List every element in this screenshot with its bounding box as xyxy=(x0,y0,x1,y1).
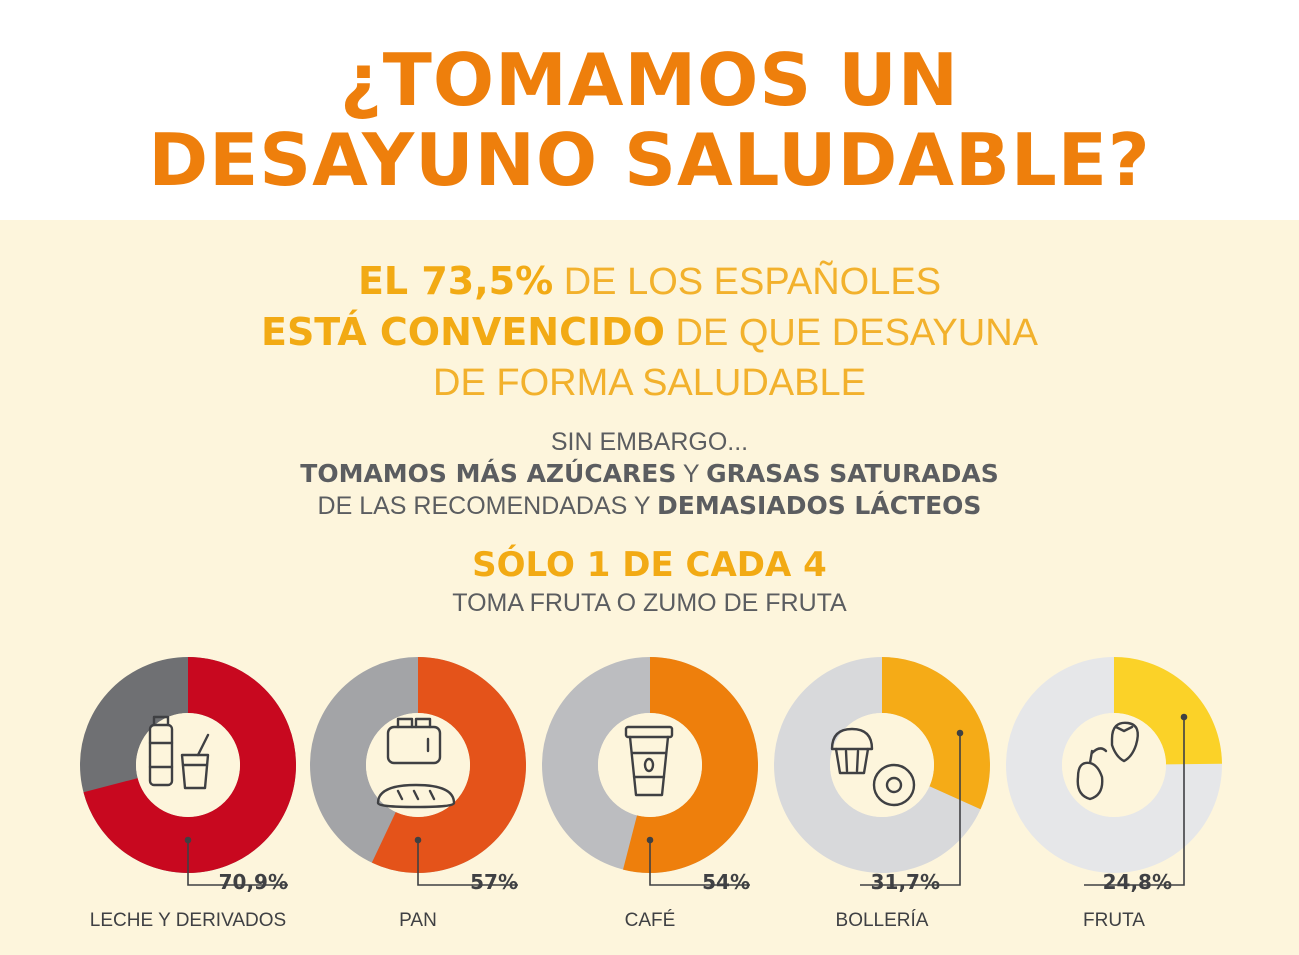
coffee-cup-icon xyxy=(624,725,674,797)
donut-fruit-value-arc xyxy=(1006,657,1222,873)
milk-category-label: LECHE Y DERIVADOS xyxy=(89,910,287,931)
milk-value-label: 70,9% xyxy=(218,870,288,894)
fruit-label-leader xyxy=(1084,713,1188,886)
donut-milk-svg xyxy=(80,657,296,886)
fruit-value-label: 24,8% xyxy=(1102,870,1172,894)
fats-highlight: GRASAS SATURADAS xyxy=(706,459,999,488)
lead-line-2-text: DE QUE DESAYUNA xyxy=(664,312,1039,354)
fruit-fact-subline: TOMA FRUTA O ZUMO DE FRUTA xyxy=(452,589,847,617)
however-statement: SIN EMBARGO... TOMAMOS MÁS AZÚCARES Y GR… xyxy=(0,426,1299,522)
however-line-3: DE LAS RECOMENDADAS Y DEMASIADOS LÁCTEOS xyxy=(0,490,1299,522)
donut-pastries-hole xyxy=(830,713,934,817)
donut-chart-bread: 57% PAN xyxy=(298,645,538,955)
apple-strawberry-icon xyxy=(1076,721,1139,801)
pastries-label-leader xyxy=(860,729,964,886)
fruit-fact-headline: SÓLO 1 DE CADA 4 xyxy=(472,545,827,585)
donut-coffee-hole xyxy=(598,713,702,817)
lead-statement: EL 73,5% DE LOS ESPAÑOLES ESTÁ CONVENCID… xyxy=(0,256,1299,408)
title-line-1: ¿TOMAMOS UN xyxy=(340,38,959,122)
donut-fruit-hole xyxy=(1062,713,1166,817)
toaster-bread-icon xyxy=(376,717,456,809)
lead-line-2: ESTÁ CONVENCIDO DE QUE DESAYUNA xyxy=(0,307,1299,358)
lead-highlight-convinced: ESTÁ CONVENCIDO xyxy=(260,310,665,354)
bread-value-label: 57% xyxy=(470,870,518,894)
donut-coffee-svg xyxy=(542,657,758,886)
donut-pastries-svg xyxy=(774,657,990,886)
bread-category-label: PAN xyxy=(399,910,437,931)
bread-label-leader xyxy=(414,836,518,886)
title-line-2: DESAYUNO SALUDABLE? xyxy=(148,118,1151,202)
lead-highlight-percent: EL 73,5% xyxy=(357,259,554,303)
donut-chart-pastries: 31,7% BOLLERÍA xyxy=(762,645,1002,955)
content-panel: EL 73,5% DE LOS ESPAÑOLES ESTÁ CONVENCID… xyxy=(0,220,1299,955)
coffee-label-leader xyxy=(646,836,750,886)
coffee-category-label: CAFÉ xyxy=(624,910,676,931)
lead-line-1: EL 73,5% DE LOS ESPAÑOLES xyxy=(0,256,1299,307)
donut-chart-fruit: 24,8% FRUTA xyxy=(994,645,1234,955)
donut-pastries-value-arc xyxy=(774,657,990,873)
however-line-2-joiner: Y xyxy=(676,460,707,488)
sugars-highlight: TOMAMOS MÁS AZÚCARES xyxy=(300,459,677,488)
dairy-highlight: DEMASIADOS LÁCTEOS xyxy=(657,491,982,520)
lead-line-1-text: DE LOS ESPAÑOLES xyxy=(553,261,942,303)
donut-bread-svg xyxy=(310,657,526,886)
muffin-donut-icon xyxy=(830,727,916,807)
however-line-1: SIN EMBARGO... xyxy=(550,428,749,456)
milk-label-leader xyxy=(184,836,288,886)
fruit-category-label: FRUTA xyxy=(1083,910,1145,931)
donut-chart-coffee: 54% CAFÉ xyxy=(530,645,770,955)
page-title: ¿TOMAMOS UN DESAYUNO SALUDABLE? xyxy=(0,0,1299,200)
however-line-3-text: DE LAS RECOMENDADAS Y xyxy=(317,492,657,520)
donut-chart-milk: 70,9% LECHE Y DERIVADOS xyxy=(68,645,308,955)
donut-fruit-svg xyxy=(1006,657,1222,886)
pastries-category-label: BOLLERÍA xyxy=(835,910,929,931)
donut-bread-hole xyxy=(366,713,470,817)
pastries-value-label: 31,7% xyxy=(870,870,940,894)
milk-yogurt-icon xyxy=(148,715,210,790)
lead-line-3: DE FORMA SALUDABLE xyxy=(433,362,866,404)
coffee-value-label: 54% xyxy=(702,870,750,894)
however-line-2: TOMAMOS MÁS AZÚCARES Y GRASAS SATURADAS xyxy=(0,458,1299,490)
header: ¿TOMAMOS UN DESAYUNO SALUDABLE? xyxy=(0,0,1299,220)
